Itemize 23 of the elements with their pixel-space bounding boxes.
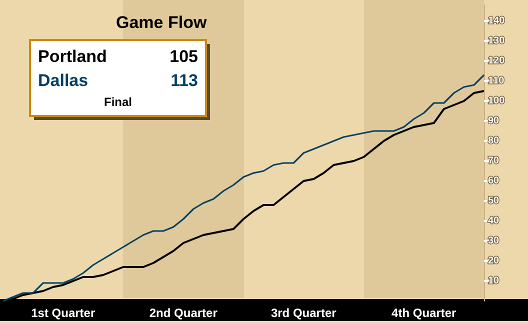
y-tick-label: 10 [488, 276, 500, 286]
x-tick-label: 1st Quarter [31, 306, 96, 320]
y-tick-label: 110 [488, 76, 505, 86]
y-tick-label: 130 [488, 36, 506, 46]
y-tick-label: 50 [488, 196, 500, 206]
y-tick-label: 40 [488, 216, 500, 226]
text: Dallas [38, 71, 88, 90]
y-tick-label: 70 [488, 156, 500, 166]
annotation: 113 [170, 71, 198, 90]
y-tick-label: 90 [488, 116, 500, 126]
annotation: 105 [170, 47, 198, 66]
text: Game Flow [116, 13, 208, 32]
y-tick-label: 20 [488, 256, 500, 266]
annotation: Final [104, 95, 132, 109]
x-tick-label: 4th Quarter [392, 306, 457, 320]
x-tick-label: 2nd Quarter [149, 306, 218, 320]
y-tick-label: 100 [488, 96, 506, 106]
y-tick-label: 120 [488, 56, 506, 66]
y-tick-label: 30 [488, 236, 500, 246]
text: Portland [38, 47, 107, 66]
y-tick-label: 80 [488, 136, 500, 146]
x-tick-label: 3rd Quarter [270, 306, 337, 320]
y-tick-label: 140 [488, 16, 506, 26]
